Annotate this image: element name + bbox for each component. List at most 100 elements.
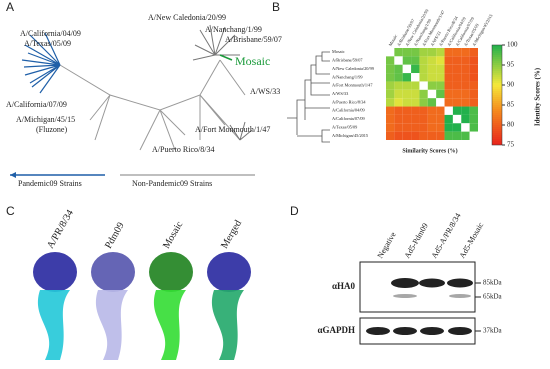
lane-label: Negative <box>376 230 398 260</box>
heat-cell <box>411 81 420 90</box>
heat-cell <box>436 114 445 124</box>
colorbar-step <box>492 64 502 68</box>
heat-cell <box>436 123 445 132</box>
colorbar-step <box>492 76 502 80</box>
colorbar-step <box>492 54 502 58</box>
heat-cell <box>386 123 395 132</box>
heat-cell <box>452 56 462 65</box>
row-label: A/Brisbane/59/07 <box>332 58 363 63</box>
marker-labels: 85kDa 65kDa 37kDa <box>475 279 503 335</box>
heat-cell <box>419 89 428 99</box>
structure-label: A/PR/8/34 <box>45 208 76 251</box>
strain-label: A/New Caledonia/20/99 <box>148 13 226 22</box>
heat-cell <box>386 73 395 82</box>
col-label: Mosaic <box>388 33 399 47</box>
heat-cell <box>436 106 445 115</box>
colorbar-step <box>492 100 502 104</box>
structure-stem <box>95 290 128 360</box>
colorbar-step <box>492 110 502 114</box>
heat-cell <box>427 48 437 57</box>
heat-cell <box>469 114 478 124</box>
heat-cell <box>444 89 453 99</box>
heat-cell <box>436 48 445 57</box>
heat-cell <box>461 89 470 99</box>
empty-cell <box>452 114 462 124</box>
heat-cell <box>411 64 420 74</box>
heat-cell <box>427 64 437 74</box>
heat-cell <box>394 48 403 57</box>
structure-label: Merged <box>219 218 244 250</box>
heat-cell <box>469 98 478 107</box>
strain-label: A/California/04/09 <box>20 29 81 38</box>
heat-cell <box>419 73 428 82</box>
heat-cell <box>427 98 437 107</box>
arrowhead <box>10 172 16 178</box>
heat-cell <box>427 106 437 115</box>
heat-cell <box>469 89 478 99</box>
empty-cell <box>386 48 395 57</box>
colorbar-step <box>492 142 502 146</box>
heat-cell <box>452 73 462 82</box>
structure-head <box>207 252 251 292</box>
arrow <box>219 54 233 61</box>
marker-label: 37kDa <box>483 327 503 335</box>
strain-label: A/WS/33 <box>250 87 280 96</box>
heat-cell <box>469 73 478 82</box>
heat-cell <box>461 98 470 107</box>
colorbar-step <box>492 68 502 72</box>
heat-cell <box>452 98 462 107</box>
colorbar-step <box>492 62 502 66</box>
colorbar-step <box>492 70 502 74</box>
empty-cell <box>436 98 445 107</box>
colorbar-step <box>492 94 502 98</box>
colorbar-step <box>492 134 502 138</box>
lane-label: Ad5-Mosaic <box>458 220 486 260</box>
heat-cell <box>419 114 428 124</box>
heat-cell <box>411 48 420 57</box>
heat-cell <box>394 106 403 115</box>
colorbar-step <box>492 44 502 48</box>
structures: A/PR/8/34 Pdm09 Mosaic Merged <box>33 208 251 360</box>
phylo-tree <box>59 24 253 151</box>
heat-cell <box>386 56 395 65</box>
heat-cell <box>444 64 453 74</box>
colorbar-tick-label: 80 <box>507 121 515 129</box>
strain-label: A/Nanchang/1/99 <box>205 25 262 34</box>
colorbar-step <box>492 84 502 88</box>
heat-cell <box>427 81 437 90</box>
heat-cell <box>452 48 462 57</box>
empty-cell <box>394 56 403 65</box>
colorbar-step <box>492 88 502 92</box>
heat-cell <box>402 73 412 82</box>
heat-cell <box>444 123 453 132</box>
heat-cell <box>436 89 445 99</box>
panel-label: D <box>290 204 299 218</box>
colorbar-step <box>492 128 502 132</box>
colorbar-frame <box>491 44 503 146</box>
colorbar-step <box>492 104 502 108</box>
strain-label: A/Brisbane/59/07 <box>225 35 282 44</box>
heat-cell <box>402 81 412 90</box>
colorbar-step <box>492 114 502 118</box>
heat-cell <box>386 64 395 74</box>
heat-cell <box>411 56 420 65</box>
row-label: A/WS/33 <box>332 91 348 96</box>
heat-cell <box>452 106 462 115</box>
heat-cell <box>436 131 445 140</box>
empty-cell <box>461 123 470 132</box>
structure-head <box>33 252 77 292</box>
heat-cell <box>386 89 395 99</box>
heat-cell <box>469 48 478 57</box>
structure-label: Mosaic <box>161 219 186 250</box>
colorbar-step <box>492 112 502 116</box>
heat-cell <box>419 106 428 115</box>
colorbar-step <box>492 130 502 134</box>
heat-cell <box>394 123 403 132</box>
heat-cell <box>444 48 453 57</box>
heat-cell <box>427 56 437 65</box>
heat-cell <box>461 56 470 65</box>
heat-cell <box>427 123 437 132</box>
panel-label: A <box>6 0 14 14</box>
heat-cell <box>394 98 403 107</box>
